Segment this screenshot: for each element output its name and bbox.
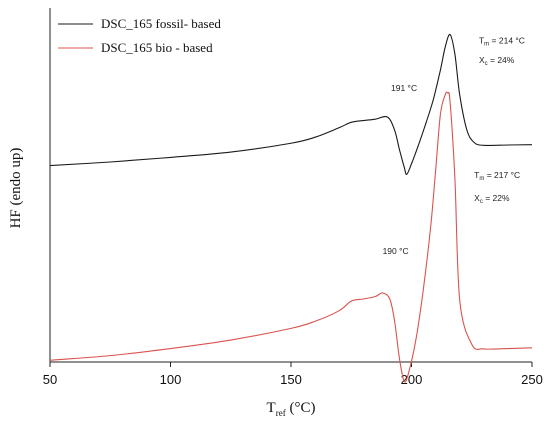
annotation-bio-peak-small: 190 °C <box>383 246 409 256</box>
legend-label-fossil: DSC_165 fossil- based <box>101 16 221 31</box>
annotation-bio-xc: Xc = 22% <box>474 193 510 205</box>
x-axis-title-sub: ref <box>276 408 286 418</box>
annotation-fossil-tm: Tm = 214 °C <box>479 35 525 47</box>
legend: DSC_165 fossil- based DSC_165 bio - base… <box>58 16 221 55</box>
annotation-bio-tm: Tm = 217 °C <box>474 170 520 182</box>
series-line-bio <box>49 91 533 383</box>
y-axis-title: HF (endo up) <box>8 148 24 229</box>
series-layer <box>49 33 533 383</box>
annotation-fossil-peak-small: 191 °C <box>391 83 417 93</box>
x-axis-title-rest: (°C) <box>286 400 316 416</box>
x-axis-title-main: T <box>267 400 276 416</box>
x-tick-label-4: 250 <box>521 372 543 387</box>
annotation-fossil-xc: Xc = 24% <box>479 55 515 67</box>
legend-label-bio: DSC_165 bio - based <box>101 40 213 55</box>
x-tick-label-0: 50 <box>43 372 57 387</box>
annotation-layer: 191 °C Tm = 214 °C Xc = 24% 190 °C Tm = 217 … <box>383 35 525 256</box>
x-ticks: 50 100 150 200 250 <box>43 362 543 387</box>
x-tick-label-1: 100 <box>160 372 182 387</box>
x-axis-title: Tref (°C) <box>267 400 316 418</box>
x-tick-label-2: 150 <box>280 372 302 387</box>
plot-frame <box>49 8 532 363</box>
series-line-fossil <box>49 33 533 175</box>
x-tick-label-3: 200 <box>401 372 423 387</box>
